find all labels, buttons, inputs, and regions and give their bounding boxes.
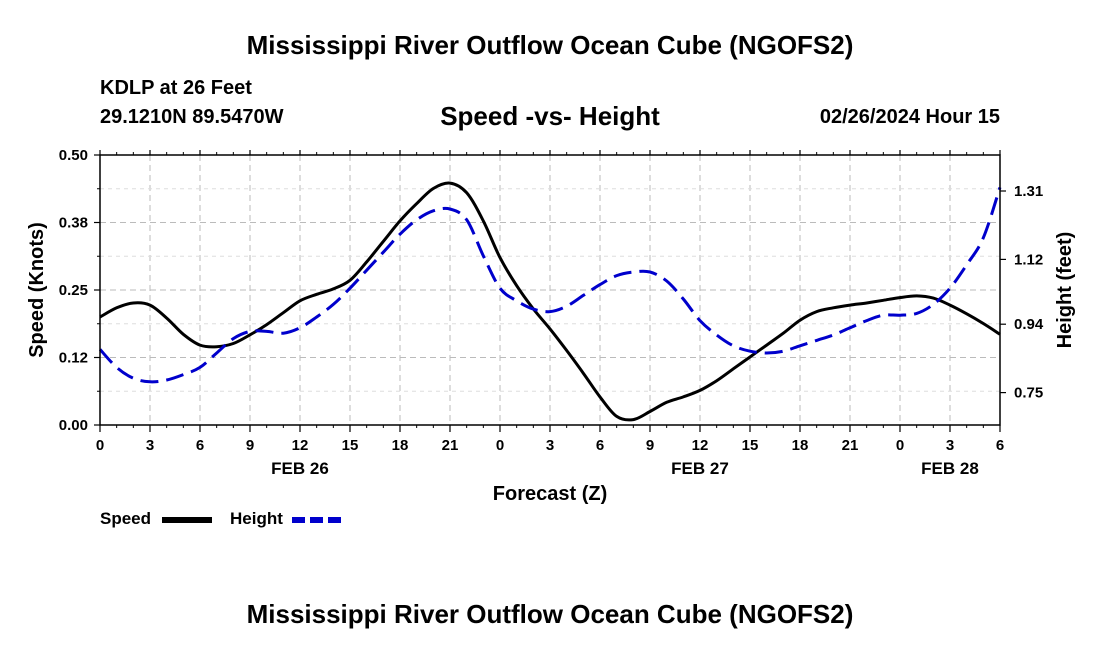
grid [100,155,1000,425]
x-tick-label: 3 [946,437,954,454]
date-label: FEB 26 [271,459,329,478]
x-tick-label: 21 [842,437,859,454]
date-label: FEB 27 [671,459,729,478]
legend-height-label: Height [230,509,283,528]
y-tick-label: 0.12 [59,350,88,367]
x-tick-label: 9 [646,437,654,454]
y-axis-label: Speed (Knots) [26,222,48,358]
station-label: KDLP at 26 Feet [100,77,252,99]
footer-title: Mississippi River Outflow Ocean Cube (NG… [246,599,854,629]
x-tick-label: 6 [596,437,604,454]
x-tick-label: 12 [692,437,709,454]
x-tick-label: 6 [996,437,1004,454]
series-line-height [98,186,1002,384]
datetime-label: 02/26/2024 Hour 15 [819,106,1000,128]
y-tick-label: 0.38 [59,215,88,232]
x-tick-label: 0 [496,437,504,454]
x-tick-label: 18 [792,437,809,454]
y2-tick-label: 1.31 [1014,183,1043,200]
x-tick-label: 21 [442,437,459,454]
x-tick-label: 0 [96,437,104,454]
date-label: FEB 28 [921,459,979,478]
chart-subtitle: Speed -vs- Height [440,101,660,131]
y-tick-label: 0.50 [59,147,88,164]
y2-tick-label: 1.12 [1014,251,1043,268]
x-tick-label: 15 [342,437,359,454]
y2-tick-label: 0.94 [1014,316,1044,333]
axis-ticks: 0 3 6 9 12 15 18 21 0 3 6 9 12 15 18 21 0 3 6 FEB 26 FEB 27 F… [59,147,1044,478]
x-tick-label: 15 [742,437,759,454]
y2-tick-label: 0.75 [1014,385,1043,402]
location-label: 29.1210N 89.5470W [100,106,284,128]
x-tick-label: 3 [546,437,554,454]
x-tick-label: 9 [246,437,254,454]
y-tick-label: 0.00 [59,417,88,434]
series-layer [98,181,1002,422]
y-tick-label: 0.25 [59,282,88,299]
x-axis-label: Forecast (Z) [493,483,607,505]
x-tick-label: 6 [196,437,204,454]
series-line-speed [99,181,1001,422]
y2-axis-label: Height (feet) [1054,232,1076,349]
x-tick-label: 0 [896,437,904,454]
chart-main-title: Mississippi River Outflow Ocean Cube (NG… [246,30,854,60]
x-tick-label: 12 [292,437,309,454]
legend-speed-label: Speed [100,509,152,528]
x-tick-label: 18 [392,437,409,454]
x-tick-label: 3 [146,437,154,454]
